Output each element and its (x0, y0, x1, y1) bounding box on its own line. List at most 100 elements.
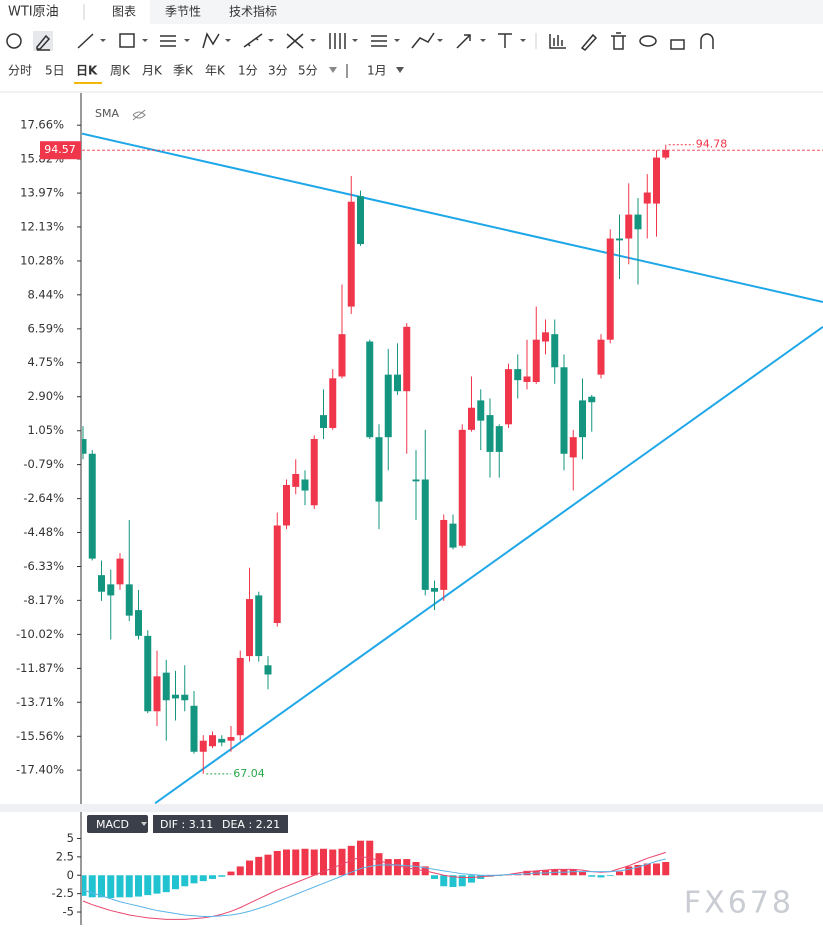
candle-body (82, 439, 87, 454)
icon-pen[interactable] (36, 34, 51, 51)
period[interactable]: 月K (142, 64, 163, 78)
candle-body (375, 437, 383, 502)
histogram-bar (88, 875, 96, 898)
tab-bar (100, 0, 823, 24)
histogram-bar (329, 849, 337, 876)
candle-body (301, 479, 309, 491)
candle-body (569, 437, 577, 458)
candle-body (662, 150, 670, 158)
icon-fib[interactable] (286, 33, 304, 49)
histogram-bar (292, 849, 300, 876)
range-caret[interactable] (396, 67, 404, 73)
candle-body (125, 584, 133, 616)
icon-lock[interactable] (670, 39, 685, 50)
tab[interactable]: 季节性 (165, 5, 201, 19)
histogram-bar (283, 849, 290, 876)
candle-body (135, 610, 142, 636)
icon-gann[interactable] (329, 33, 346, 49)
icon-levels[interactable] (371, 35, 387, 47)
icon-pattern[interactable] (202, 32, 220, 49)
histogram-bar (82, 875, 87, 896)
histogram-bar (449, 875, 457, 888)
icon-magnet[interactable] (700, 33, 714, 49)
candle-body (514, 369, 522, 381)
candle-body (542, 332, 549, 342)
period[interactable]: 年K (205, 64, 226, 78)
candle-body (616, 238, 623, 241)
candle-body (153, 676, 161, 712)
candle-body (218, 738, 226, 743)
candle-body (588, 396, 596, 403)
icon-eye[interactable] (639, 35, 657, 47)
histogram-bar (172, 875, 179, 890)
candle-body (486, 415, 494, 452)
histogram-bar (153, 875, 161, 894)
histogram-bar (597, 875, 605, 878)
tab[interactable]: 图表 (112, 5, 136, 19)
period[interactable]: 季K (173, 64, 194, 78)
period[interactable]: 5日 (45, 64, 65, 78)
candle-body (292, 473, 300, 487)
histogram-bar (144, 875, 152, 896)
active-tab[interactable] (100, 0, 150, 24)
panel-divider (0, 804, 823, 812)
icon-measure[interactable] (243, 33, 263, 48)
candle-body (98, 575, 105, 592)
icon-rect[interactable] (119, 33, 135, 48)
y-tick-label: -10.02% (16, 627, 64, 641)
y-tick-label: 17.66% (20, 118, 64, 132)
macd-chip[interactable] (87, 815, 148, 833)
candle-body (412, 479, 420, 482)
icon-arrow[interactable] (456, 34, 471, 49)
histogram-bar (264, 854, 272, 876)
period[interactable]: 分时 (8, 64, 32, 78)
icon-text[interactable] (498, 33, 512, 48)
period-caret[interactable] (329, 67, 337, 73)
candle-body (273, 525, 281, 623)
candle-body (579, 400, 586, 438)
y-tick-label: -2.64% (23, 491, 64, 505)
period[interactable]: 周K (110, 64, 131, 78)
y-tick-label: -6.33% (23, 559, 64, 573)
histogram-bar (116, 875, 124, 898)
low-label: 67.04 (233, 767, 265, 780)
histogram-bar (246, 860, 253, 876)
icon-chart[interactable] (549, 34, 566, 49)
candle-body (107, 584, 115, 596)
histogram-bar (181, 875, 189, 887)
range[interactable]: 1月 (367, 64, 387, 78)
y-tick-label: -2.5 (52, 886, 74, 900)
y-tick-label: 6.59% (27, 321, 64, 335)
period[interactable]: 1分 (238, 64, 258, 78)
candle-body (560, 367, 568, 454)
histogram-bar (375, 853, 383, 876)
histogram-bar (227, 871, 235, 876)
candle-body (320, 415, 327, 428)
candle-body (199, 740, 207, 752)
candle-body (357, 196, 364, 245)
hide-icon[interactable] (132, 109, 146, 121)
icon-line[interactable] (77, 33, 94, 49)
icon-cursor[interactable] (6, 33, 22, 49)
candle-body (190, 705, 198, 752)
icon-edit[interactable] (580, 33, 598, 51)
icon-brush[interactable] (411, 32, 435, 49)
period[interactable]: 日K (76, 64, 98, 78)
icon-delete[interactable] (611, 32, 626, 50)
icon-channel[interactable] (160, 35, 176, 47)
histogram-bar (394, 859, 401, 876)
histogram-bar (653, 863, 660, 876)
candle-body (246, 599, 253, 657)
period[interactable]: 3分 (268, 64, 288, 78)
period[interactable]: 5分 (298, 64, 318, 78)
candle-body (597, 339, 605, 375)
tab[interactable]: 技术指标 (229, 4, 277, 19)
y-tick-label: 13.97% (20, 186, 64, 200)
histogram-bar (458, 875, 466, 887)
toolbar (6, 31, 714, 51)
histogram-bar (273, 850, 281, 876)
histogram-bar (662, 862, 670, 876)
period-bar: 分时 5日 日K 周K 月K 季K 年K 1分 3分 5分 (8, 64, 318, 84)
